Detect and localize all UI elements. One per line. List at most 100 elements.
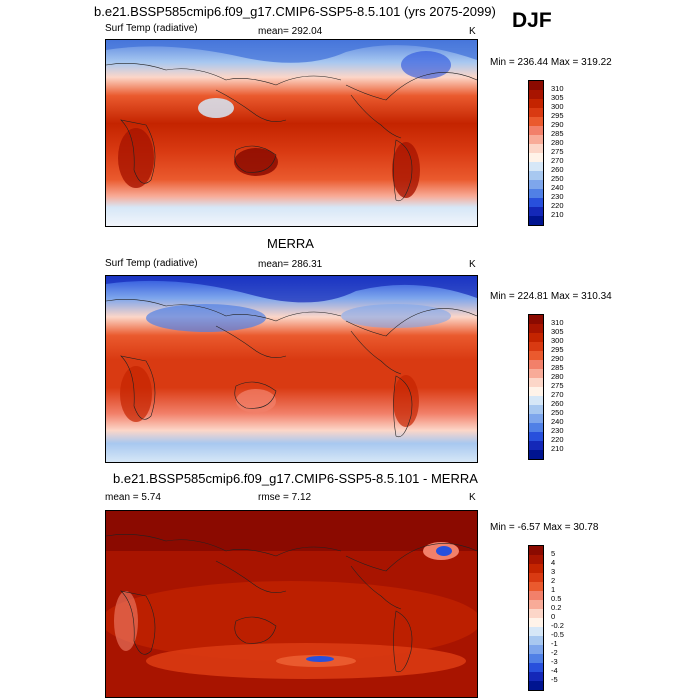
panel1-title: b.e21.BSSP585cmip6.f09_g17.CMIP6-SSP5-8.… [94,4,496,19]
colorbar-swatch [529,333,543,342]
colorbar-swatch [529,342,543,351]
colorbar-swatch [529,189,543,198]
colorbar-swatch [529,405,543,414]
colorbar-swatch [529,414,543,423]
colorbar-swatch [529,369,543,378]
colorbar-swatch [529,627,543,636]
panel1-mean-label: mean= 292.04 [258,26,323,37]
colorbar-tick-label: 300 [551,336,564,345]
colorbar-swatch [529,555,543,564]
colorbar-tick-label: 290 [551,354,564,363]
colorbar-swatch [529,573,543,582]
colorbar-swatch [529,564,543,573]
colorbar-swatch [529,582,543,591]
colorbar-swatch [529,645,543,654]
colorbar-swatch [529,315,543,324]
colorbar-tick-label: -1 [551,639,558,648]
panel2-map [105,275,478,463]
panel1-minmax-label: Min = 236.44 Max = 319.22 [490,57,612,68]
colorbar-tick-label: 285 [551,129,564,138]
colorbar-swatch [529,546,543,555]
colorbar-tick-label: -0.5 [551,630,564,639]
colorbar-swatch [529,90,543,99]
colorbar-tick-label: 295 [551,111,564,120]
colorbar-swatch [529,600,543,609]
panel3-minmax-label: Min = -6.57 Max = 30.78 [490,522,599,533]
colorbar-tick-label: 0 [551,612,556,621]
colorbar-swatch [529,81,543,90]
colorbar-swatch [529,135,543,144]
colorbar-swatch [529,441,543,450]
colorbar-tick-label: 290 [551,120,564,129]
colorbar-swatch [529,609,543,618]
panel1-map [105,39,478,227]
colorbar-tick-label: 260 [551,399,564,408]
colorbar-tick-label: 240 [551,417,564,426]
colorbar-swatch [529,162,543,171]
colorbar-swatch [529,99,543,108]
panel2-minmax-label: Min = 224.81 Max = 310.34 [490,291,612,302]
panel2-units-label: K [469,259,476,270]
panel2-title: MERRA [267,236,314,251]
panel3-map [105,510,478,698]
colorbar-tick-label: 275 [551,381,564,390]
colorbar-swatch [529,387,543,396]
colorbar-swatch [529,180,543,189]
colorbar-tick-label: 300 [551,102,564,111]
panel3-mean-label: mean = 5.74 [105,492,161,503]
colorbar-tick-label: 295 [551,345,564,354]
colorbar-swatch [529,198,543,207]
colorbar-swatch [529,351,543,360]
colorbar-tick-label: -3 [551,657,558,666]
colorbar-tick-label: 250 [551,174,564,183]
colorbar-swatch [529,423,543,432]
colorbar-tick-label: 0.5 [551,594,562,603]
colorbar-tick-label: 285 [551,363,564,372]
panel1-variable-label: Surf Temp (radiative) [105,23,198,34]
panel1-units-label: K [469,26,476,37]
colorbar-tick-label: 310 [551,318,564,327]
colorbar-swatch [529,207,543,216]
colorbar-swatch [529,171,543,180]
panel2-colorbar [528,314,544,460]
colorbar-tick-label: 220 [551,201,564,210]
colorbar-tick-label: 280 [551,372,564,381]
colorbar-tick-label: 240 [551,183,564,192]
colorbar-tick-label: 5 [551,549,556,558]
colorbar-swatch [529,117,543,126]
panel2-variable-label: Surf Temp (radiative) [105,258,198,269]
colorbar-tick-label: 1 [551,585,556,594]
colorbar-swatch [529,663,543,672]
panel3-title: b.e21.BSSP585cmip6.f09_g17.CMIP6-SSP5-8.… [113,471,478,486]
colorbar-tick-label: -5 [551,675,558,684]
panel3-units-label: K [469,492,476,503]
panel1-colorbar [528,80,544,226]
colorbar-swatch [529,378,543,387]
colorbar-tick-label: 270 [551,156,564,165]
colorbar-tick-label: 305 [551,93,564,102]
colorbar-tick-label: 270 [551,390,564,399]
season-label: DJF [512,9,552,32]
colorbar-tick-label: 230 [551,426,564,435]
colorbar-tick-label: 210 [551,444,564,453]
panel3-rmse-label: rmse = 7.12 [258,492,312,503]
colorbar-tick-label: 250 [551,408,564,417]
colorbar-tick-label: 275 [551,147,564,156]
colorbar-tick-label: 310 [551,84,564,93]
colorbar-swatch [529,360,543,369]
colorbar-swatch [529,618,543,627]
colorbar-swatch [529,654,543,663]
colorbar-swatch [529,144,543,153]
colorbar-swatch [529,216,543,225]
colorbar-swatch [529,591,543,600]
colorbar-tick-label: 230 [551,192,564,201]
colorbar-swatch [529,396,543,405]
colorbar-tick-label: -4 [551,666,558,675]
colorbar-tick-label: 3 [551,567,556,576]
colorbar-tick-label: 0.2 [551,603,562,612]
colorbar-tick-label: 260 [551,165,564,174]
colorbar-swatch [529,126,543,135]
colorbar-tick-label: 220 [551,435,564,444]
colorbar-swatch [529,108,543,117]
colorbar-tick-label: 2 [551,576,556,585]
